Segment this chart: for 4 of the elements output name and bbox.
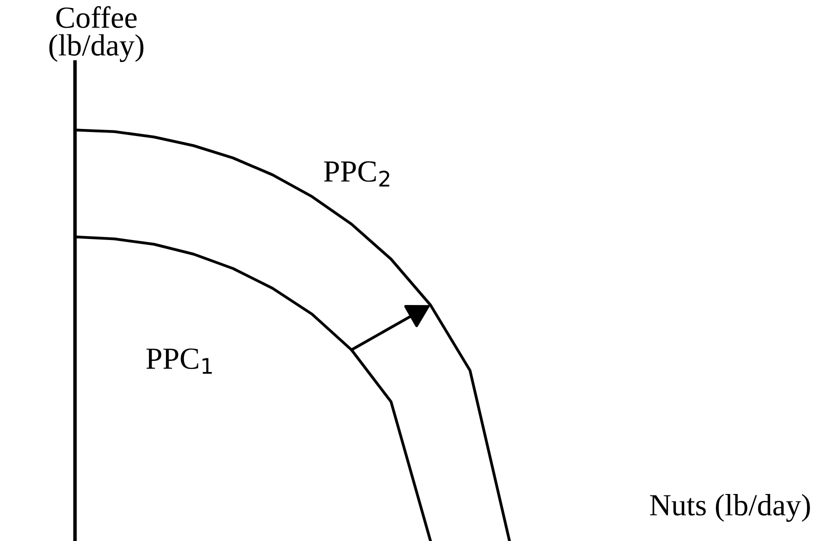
y-axis-title: Coffee (lb/day) bbox=[49, 6, 144, 62]
text: PPC$_{1}$ bbox=[146, 348, 212, 374]
x-axis-title: Nuts (lb/day) bbox=[650, 494, 810, 522]
series-label: PPC$_{2}$ bbox=[324, 161, 390, 187]
